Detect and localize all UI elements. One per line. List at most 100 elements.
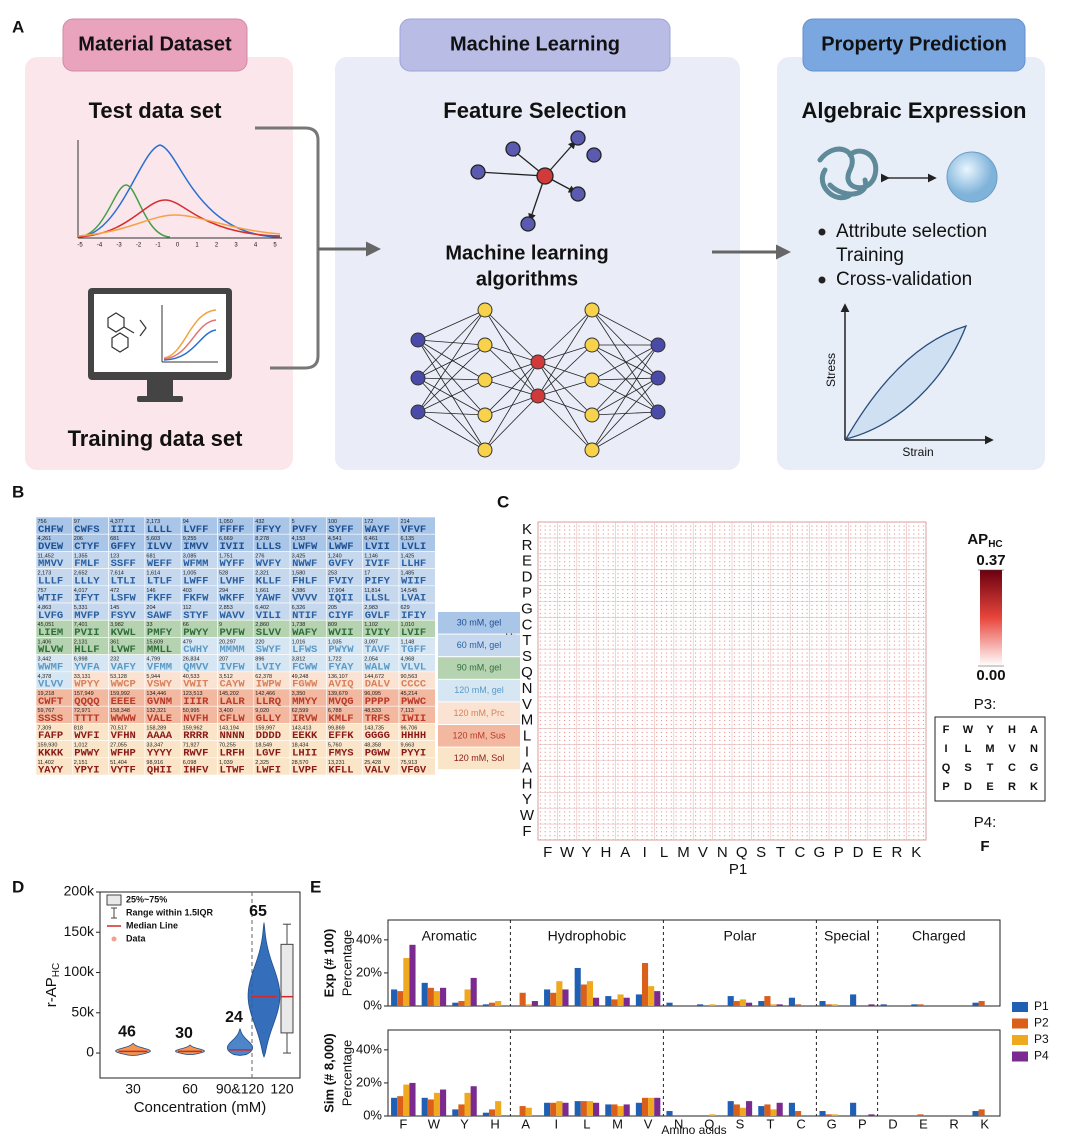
bar <box>488 1109 496 1116</box>
cell-sequence: WVFY <box>256 558 282 570</box>
bar <box>727 1101 734 1116</box>
x-axis-label: Amino acids <box>661 1123 726 1137</box>
cell-sequence: PIFY <box>365 575 391 587</box>
nn-edge <box>591 377 659 451</box>
nn-node <box>650 370 666 386</box>
p3-label: P3: <box>974 696 997 713</box>
bar <box>978 1109 985 1116</box>
cell-sequence: MMYY <box>292 696 318 708</box>
cell-count: 4,799 <box>146 657 160 663</box>
nn-node <box>410 404 426 420</box>
bar <box>403 958 410 1006</box>
cell-sequence: GVLF <box>365 610 390 622</box>
bar <box>525 1107 532 1116</box>
bar <box>433 991 441 1006</box>
cell-count: 1,580 <box>292 571 306 577</box>
bar <box>409 1082 416 1116</box>
cell-count: 96,706 <box>401 725 418 731</box>
cell-sequence: LTWF <box>220 765 245 777</box>
cell-sequence: WLVW <box>38 644 64 656</box>
bar <box>464 1092 471 1116</box>
x-tick-label: N <box>674 1116 683 1131</box>
cell-count: 7,614 <box>110 571 124 577</box>
bar <box>495 1101 502 1116</box>
cell-count: 5,760 <box>328 743 342 749</box>
nn-edge <box>591 344 659 381</box>
protein-icon <box>817 146 879 201</box>
cell-sequence: NNNN <box>220 730 245 742</box>
bar <box>825 1114 832 1116</box>
cell-sequence: VSWY <box>147 679 173 691</box>
cell-sequence: LWFF <box>183 575 208 587</box>
cell-sequence: TAVF <box>365 644 390 656</box>
cell-sequence: LHII <box>292 747 317 759</box>
bar <box>764 1104 771 1116</box>
y-tick-label: G <box>521 600 533 617</box>
x-tick-label: K <box>911 844 921 861</box>
cell-count: 2,652 <box>74 571 88 577</box>
cell-count: 6,402 <box>255 605 269 611</box>
cell-sequence: FCWW <box>292 661 318 673</box>
cell-count: 3,097 <box>364 639 378 645</box>
cell-sequence: WEFF <box>147 558 172 570</box>
header: Property Prediction <box>821 33 1007 55</box>
bar <box>635 994 642 1006</box>
y-tick-label: 40% <box>356 1041 382 1056</box>
bullet <box>818 228 826 236</box>
cell-sequence: YAWF <box>256 593 281 605</box>
p3-letter: Y <box>986 724 994 736</box>
cell-sequence: VFVF <box>401 524 426 536</box>
cell-count: 19,218 <box>38 691 55 697</box>
bar <box>421 1097 428 1116</box>
bar <box>550 1102 557 1116</box>
group-label: Special <box>824 928 870 944</box>
cell-sequence: FMYS <box>328 747 353 759</box>
bar <box>794 1111 802 1116</box>
bar <box>593 997 600 1006</box>
header-pill <box>62 18 248 72</box>
cell-sequence: LWWF <box>328 541 353 553</box>
x-tick-label: E <box>872 844 882 861</box>
cell-count: 7,113 <box>401 708 414 714</box>
mini-axis: -5 -4 -3 -2 -1 0 1 2 3 4 5 <box>77 243 277 249</box>
cell-count: 20,297 <box>219 639 236 645</box>
bar <box>911 1004 918 1006</box>
x-tick-label: D <box>888 1116 897 1131</box>
x-tick-label: L <box>583 1116 590 1131</box>
cell-sequence: GFFY <box>111 541 137 553</box>
p3-letter: D <box>964 781 972 793</box>
legend-label: 120 mM, Sus <box>452 730 506 740</box>
cell-count: 62,599 <box>292 708 309 714</box>
cell-sequence: IWII <box>401 713 426 725</box>
bar <box>482 1112 489 1116</box>
cell-count: 232 <box>110 657 119 663</box>
bar <box>488 1002 496 1006</box>
cell-count: 11,452 <box>38 553 54 559</box>
cell-count: 294 <box>219 588 228 594</box>
y-axis-label: r-APHC <box>43 963 62 1007</box>
bar <box>666 1002 673 1006</box>
bar <box>519 1106 526 1116</box>
cell-sequence: LFWS <box>292 644 317 656</box>
cell-sequence: LLLF <box>38 575 63 587</box>
cell-sequence: CWFS <box>74 524 99 536</box>
bar <box>427 1099 434 1116</box>
bar <box>746 1002 753 1006</box>
cell-sequence: IVII <box>220 541 245 553</box>
cell-sequence: WWMF <box>38 661 63 673</box>
bar <box>440 987 447 1006</box>
x-tick-label: I <box>554 1116 558 1131</box>
cell-sequence: LLLL <box>147 524 172 536</box>
cell-count: 145,202 <box>219 691 239 697</box>
nn-node <box>584 372 600 388</box>
cell-count: 6,998 <box>74 657 88 663</box>
cell-sequence: PYYI <box>401 747 426 759</box>
legend-label: 90 mM, gel <box>457 663 502 673</box>
algebraic-expression: Algebraic Expression <box>802 98 1027 123</box>
cell-sequence: YAYY <box>38 765 64 777</box>
cell-count: 756 <box>38 519 47 525</box>
cell-count: 4,377 <box>110 519 124 525</box>
bullet-text: Training <box>836 245 904 266</box>
y-tick-label: S <box>522 648 532 665</box>
cell-sequence: GLLY <box>256 713 282 725</box>
